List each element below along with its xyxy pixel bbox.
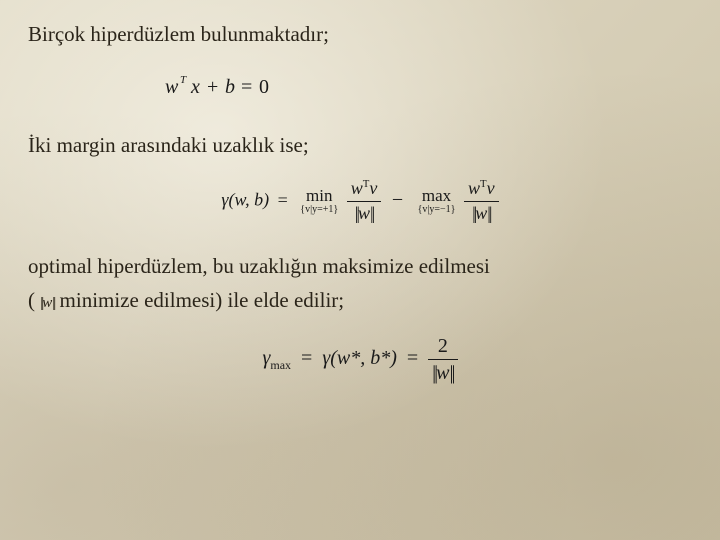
equation-1: w T x + b = 0	[0, 69, 692, 103]
eq2-frac2: wTv ||w||	[464, 179, 499, 224]
eq2-args: (w, b)	[228, 190, 269, 210]
norm-w-inline: ||w||	[40, 295, 54, 311]
eq1-w: w	[165, 76, 179, 98]
eq2-min-label: min	[300, 187, 338, 205]
eq1-b: b	[225, 76, 235, 98]
eq2-frac1-den: ||w||	[347, 202, 382, 224]
eq1-wT: T	[180, 74, 187, 86]
eq1-eq: =	[241, 76, 252, 98]
para-1: Birçok hiperdüzlem bulunmaktadır;	[28, 18, 692, 51]
equation-2: γ(w, b) = min {v|y=+1} wTv ||w|| − max {…	[28, 179, 692, 224]
eq2-min: min {v|y=+1}	[300, 187, 338, 215]
eq2-frac1: wTv ||w||	[347, 179, 382, 224]
equation-3: γmax = γ(w*, b*) = 2 ||w||	[28, 335, 692, 384]
eq3-eq2: =	[407, 347, 418, 369]
eq2-max-label: max	[418, 187, 456, 205]
eq1-x: x	[190, 76, 200, 98]
eq2-max: max {v|y=−1}	[418, 187, 456, 215]
eq3-args: (w*, b*)	[330, 347, 397, 369]
eq2-frac2-num: wTv	[464, 179, 499, 202]
eq2-min-cond: {v|y=+1}	[300, 205, 338, 216]
eq3-frac: 2 ||w||	[428, 335, 457, 384]
eq1-zero: 0	[259, 76, 269, 98]
eq1-plus: +	[207, 76, 218, 98]
para-3b-suffix: minimize edilmesi) ile elde edilir;	[60, 288, 345, 312]
eq3-sub: max	[270, 358, 291, 372]
eq2-frac2-den: ||w||	[464, 202, 499, 224]
para-3b: ( ||w|| minimize edilmesi) ile elde edil…	[28, 284, 692, 317]
eq2-max-cond: {v|y=−1}	[418, 205, 456, 216]
para-2: İki margin arasındaki uzaklık ise;	[28, 129, 692, 162]
para-3b-prefix: (	[28, 288, 35, 312]
eq2-eq: =	[278, 190, 288, 210]
eq2-frac1-num: wTv	[347, 179, 382, 202]
para-3a: optimal hiperdüzlem, bu uzaklığın maksim…	[28, 250, 692, 283]
eq3-frac-den: ||w||	[428, 360, 457, 384]
eq3-eq1: =	[301, 347, 312, 369]
eq2-minus: −	[392, 189, 403, 211]
eq3-frac-num: 2	[428, 335, 457, 360]
